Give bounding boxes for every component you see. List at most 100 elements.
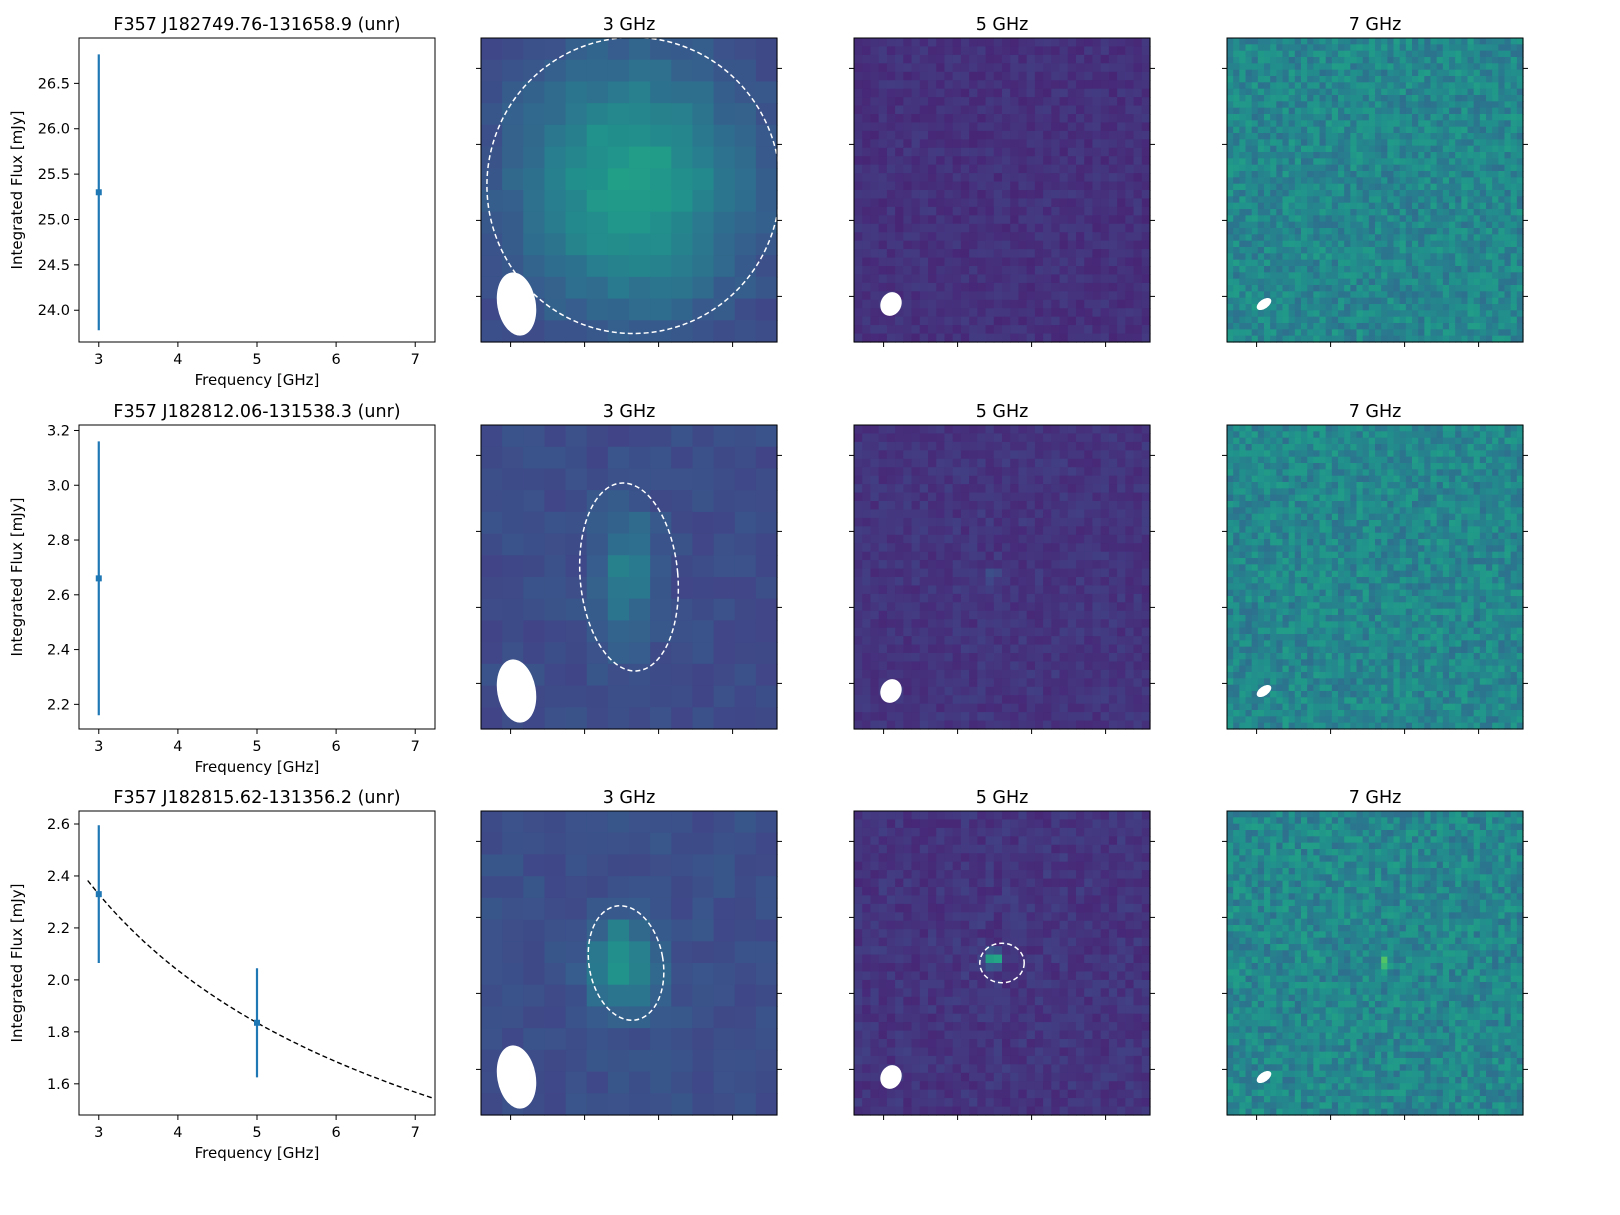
pixel [1350,259,1358,267]
pixel [1338,44,1345,52]
pixel [960,593,970,603]
pixel [1399,171,1407,178]
pixel [1282,240,1290,248]
pixel [734,168,757,191]
pixel [1092,308,1102,318]
pixel [1264,215,1271,223]
pixel [1442,82,1450,90]
pixel [1331,278,1339,286]
pixel [1251,171,1259,178]
pixel [928,266,937,276]
pixel [650,446,672,470]
pixel [878,38,888,48]
pixel [1059,223,1069,233]
pixel [1282,215,1290,223]
pixel [692,103,715,126]
pixel [1486,272,1493,280]
pixel [1125,114,1135,124]
pixel [895,551,904,561]
pixel [1368,240,1376,248]
pixel [1486,190,1493,197]
pixel [1117,80,1126,90]
pixel [1233,215,1240,223]
pixel [544,276,567,300]
pixel [544,103,567,126]
pixel [1067,568,1077,578]
pixel [870,88,880,98]
pixel [1344,158,1351,166]
pixel [1108,88,1118,98]
pixel [1393,253,1401,261]
pixel [1412,57,1419,64]
pixel [1092,458,1102,468]
pixel [1442,152,1450,159]
pixel [1325,171,1333,178]
pixel [886,619,896,629]
pixel [1486,95,1493,102]
pixel [1264,88,1271,96]
pixel [1026,526,1036,536]
pixel [936,173,946,183]
pixel [1516,177,1524,185]
pixel [1510,247,1518,254]
pixel [854,619,863,629]
pixel [1467,107,1475,115]
pixel [903,139,913,149]
pixel [854,316,863,326]
pixel [1381,316,1388,324]
pixel [1108,551,1118,561]
pixel [911,54,921,64]
pixel [1455,145,1462,153]
pixel [1387,57,1395,64]
pixel [854,274,863,284]
pixel [895,215,904,225]
pixel [886,38,896,48]
pixel [1276,215,1284,223]
pixel [1486,304,1493,311]
pixel [1313,291,1321,299]
pixel [1375,82,1382,90]
pixel [1362,88,1370,96]
pixel [1325,209,1333,216]
pixel [878,147,888,157]
pixel [1412,190,1419,197]
pixel [565,642,588,665]
pixel [985,198,995,208]
pixel [1331,88,1339,96]
pixel [1381,152,1388,159]
pixel [886,156,896,166]
pixel [1239,38,1247,45]
pixel [878,610,888,620]
pixel [1264,44,1271,52]
pixel [977,484,987,494]
pixel [1405,285,1413,292]
pixel [1288,215,1296,223]
pixel [1516,285,1524,292]
pixel [911,164,921,174]
pixel [1257,310,1265,318]
pixel [969,467,978,477]
pixel [1067,610,1077,620]
pixel [1227,44,1234,52]
pixel [1449,323,1456,330]
pixel [862,291,872,301]
pixel [1141,122,1151,132]
pixel [1418,63,1425,71]
pixel [1424,76,1432,83]
pixel [1257,57,1265,64]
pixel [936,450,946,460]
pixel [1117,509,1126,519]
pixel [1010,602,1020,612]
pixel [1393,278,1401,286]
pixel [993,577,1003,587]
pixel [1034,173,1044,183]
pixel [1294,107,1302,115]
pixel [1442,234,1450,242]
pixel [1325,253,1333,261]
pixel [878,206,888,216]
pixel [1239,183,1247,191]
pixel [1010,71,1020,81]
pixel [1350,50,1358,58]
pixel [1461,114,1469,121]
pixel [1100,610,1110,620]
